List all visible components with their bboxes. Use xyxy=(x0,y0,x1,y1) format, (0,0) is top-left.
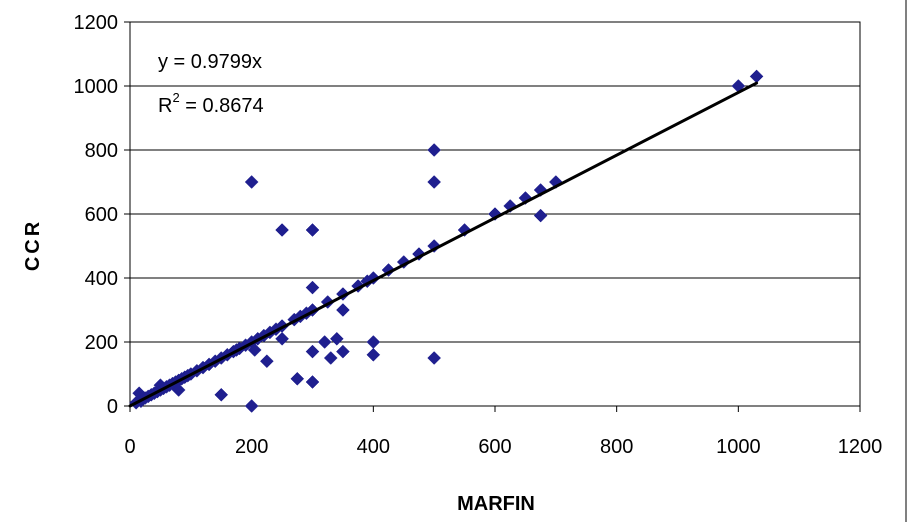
x-tick-label: 1000 xyxy=(716,436,761,458)
x-tick-label: 200 xyxy=(235,436,268,458)
y-axis-title: CCR xyxy=(22,219,44,271)
r-squared-value: = 0.8674 xyxy=(180,95,264,117)
x-tick-label: 0 xyxy=(124,436,135,458)
data-point xyxy=(275,331,289,346)
trendline-equation: y = 0.9799x xyxy=(158,51,262,73)
y-tick-label: 1000 xyxy=(74,76,119,98)
data-point xyxy=(305,375,320,389)
y-tick-label: 0 xyxy=(107,396,118,418)
data-point xyxy=(275,223,289,237)
data-point xyxy=(247,343,262,357)
axis-ticks: 0 200 400 600 800 1000 1200 0 200 400 600 800 1000 12… xyxy=(74,12,883,458)
data-point xyxy=(171,383,186,397)
r-squared-superscript: 2 xyxy=(172,90,179,105)
x-tick-label: 800 xyxy=(600,436,633,458)
trendline xyxy=(128,81,759,408)
data-point xyxy=(427,143,442,157)
data-point xyxy=(260,354,274,369)
data-point xyxy=(533,208,548,223)
data-point xyxy=(336,344,350,359)
data-point xyxy=(290,371,305,386)
y-tick-label: 200 xyxy=(85,332,118,354)
y-tick-label: 400 xyxy=(85,268,118,290)
data-point xyxy=(427,175,442,189)
x-tick-label: 400 xyxy=(357,436,390,458)
data-point xyxy=(244,175,259,189)
r-squared-label: R2 = 0.8674 xyxy=(158,90,264,117)
x-axis-title: MARFIN xyxy=(457,493,535,515)
y-tick-label: 600 xyxy=(85,204,118,226)
x-tick-label: 600 xyxy=(478,436,511,458)
data-point xyxy=(244,399,259,413)
x-tick-label: 1200 xyxy=(838,436,883,458)
data-point xyxy=(366,347,381,362)
data-point xyxy=(336,303,350,317)
data-point xyxy=(317,335,332,349)
data-point xyxy=(214,387,229,402)
data-point xyxy=(323,351,338,365)
data-point xyxy=(427,351,442,365)
data-point xyxy=(305,280,320,295)
y-tick-label: 1200 xyxy=(74,12,119,34)
data-point xyxy=(305,223,320,237)
y-tick-label: 800 xyxy=(85,140,118,162)
data-point xyxy=(329,331,344,346)
r-squared-prefix: R xyxy=(158,95,172,117)
data-point xyxy=(305,344,320,359)
